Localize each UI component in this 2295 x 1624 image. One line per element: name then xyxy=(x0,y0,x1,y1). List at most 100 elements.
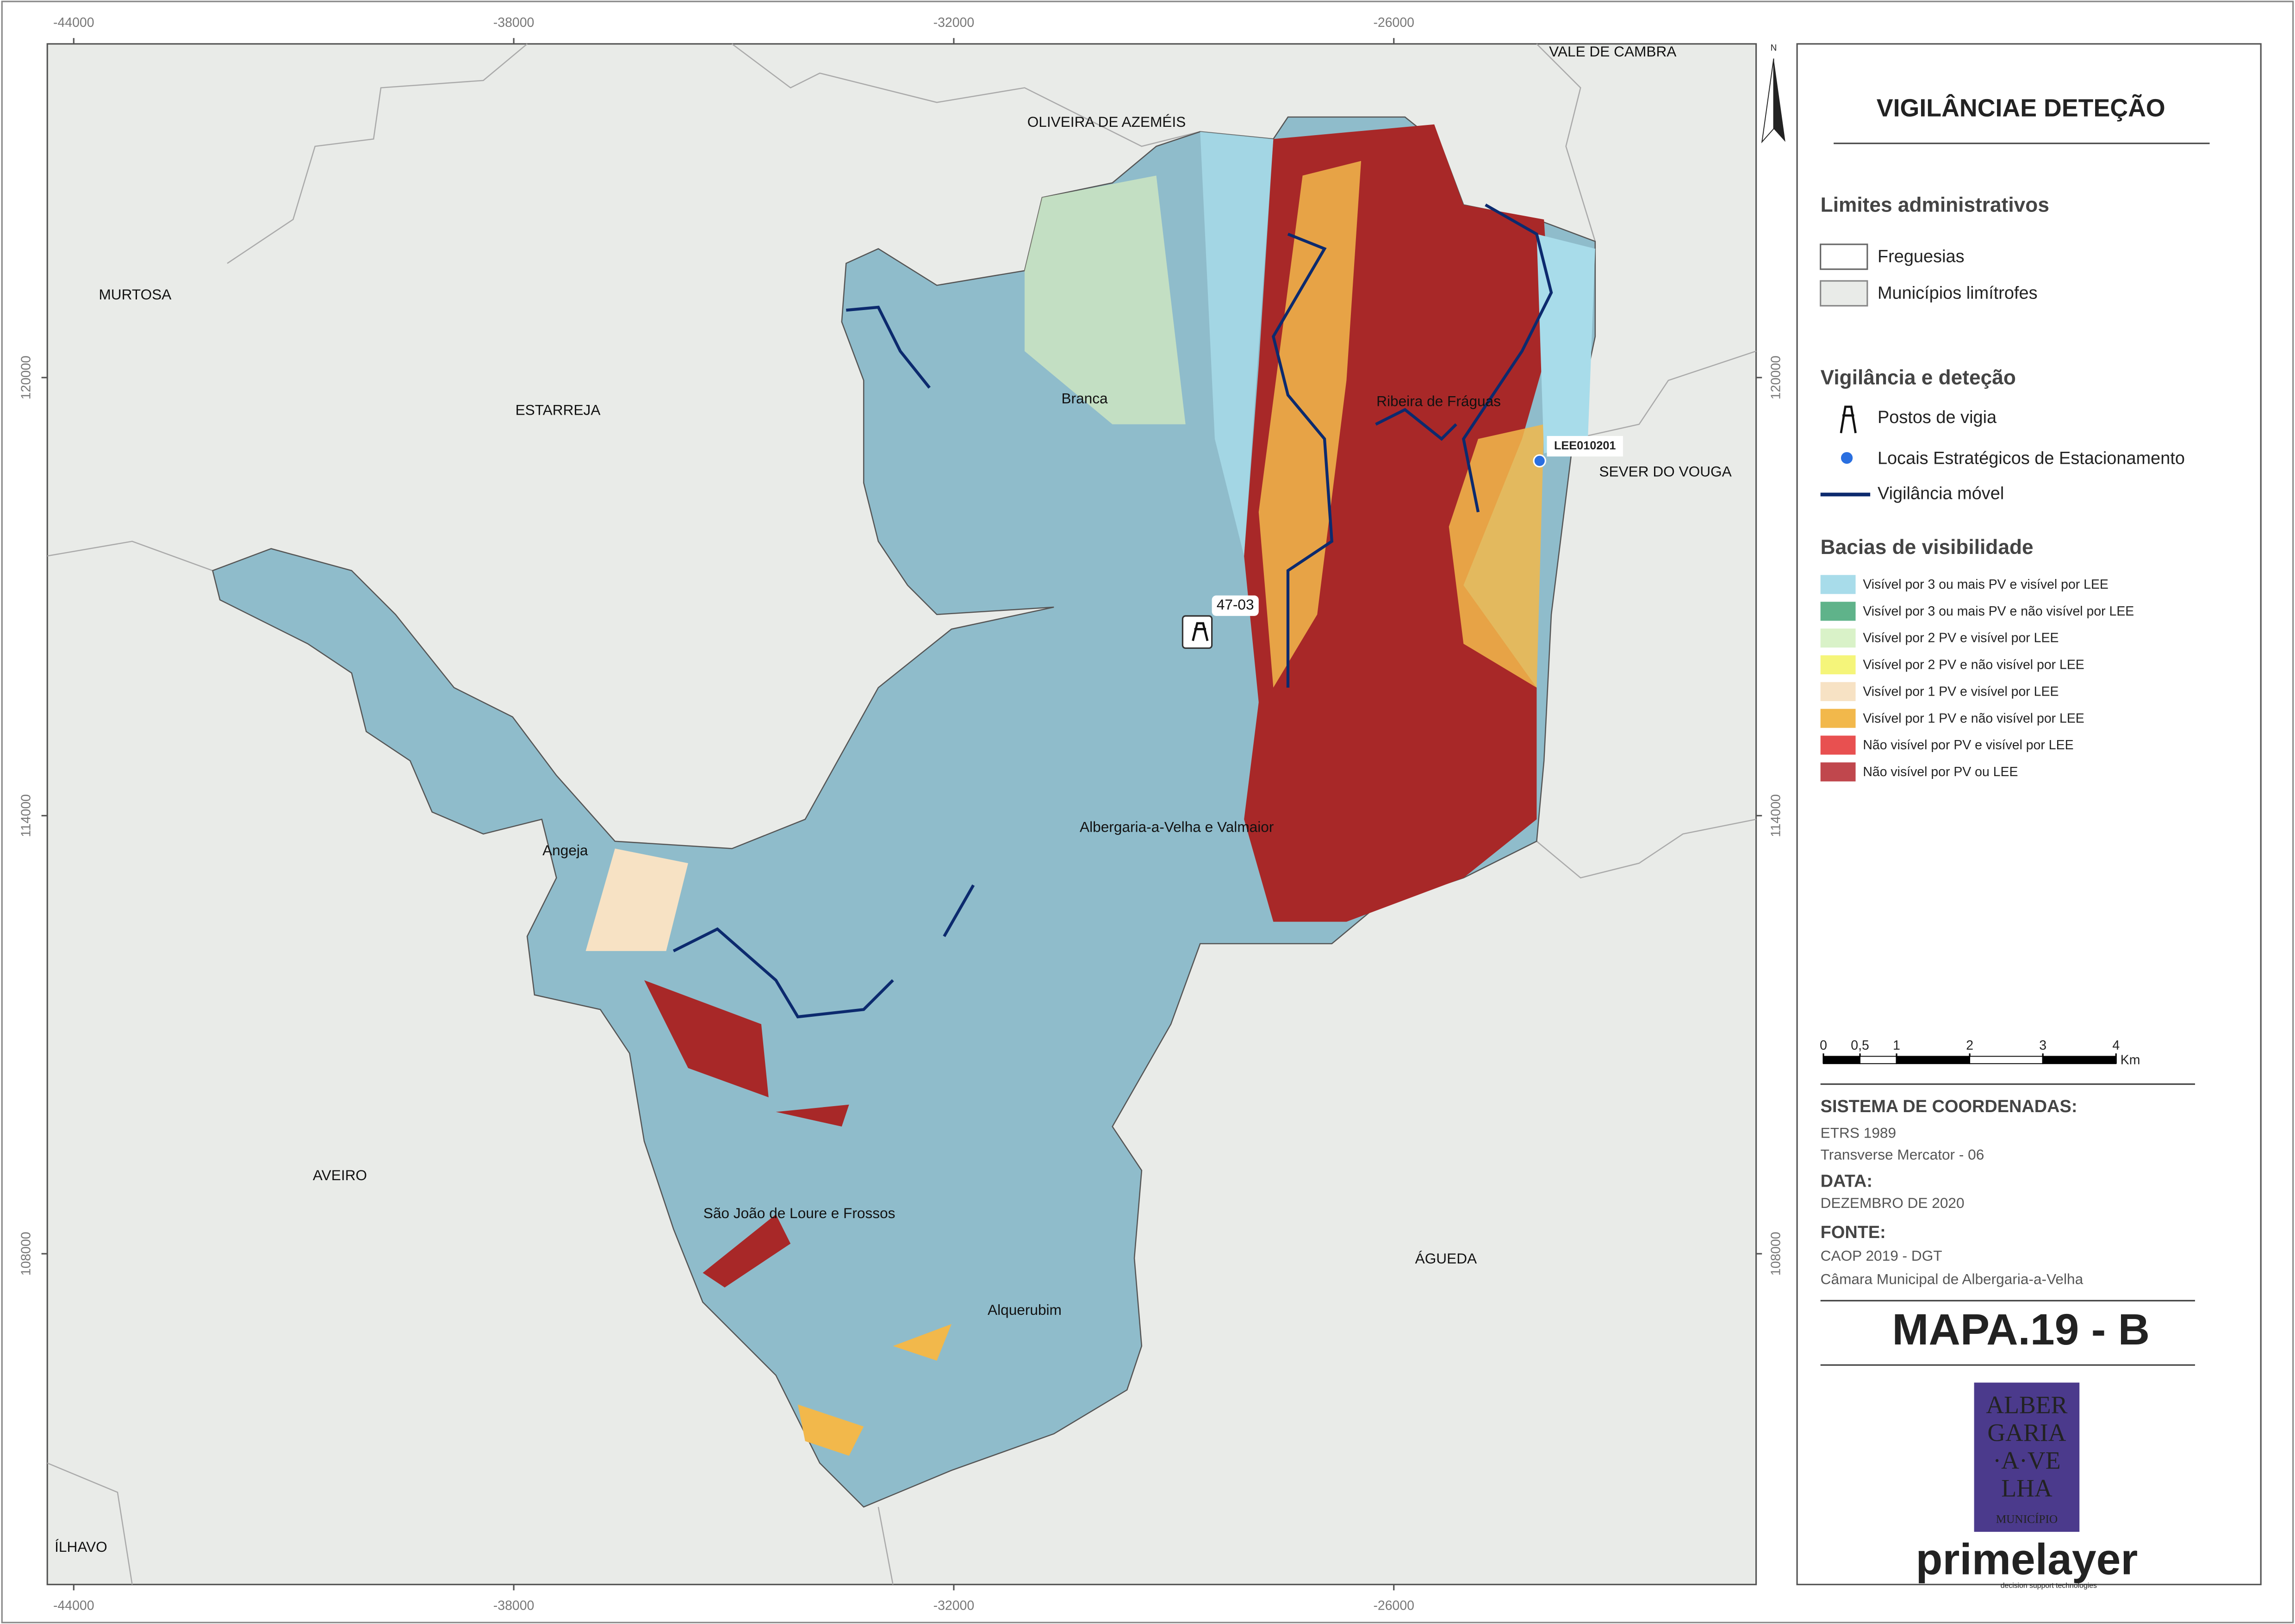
x-tick-label: -38000 xyxy=(493,15,535,30)
watch-post-symbol xyxy=(1192,622,1209,641)
route xyxy=(1271,232,1334,688)
place-label: MURTOSA xyxy=(99,286,172,303)
brand: primelayer xyxy=(1916,1535,2138,1584)
legend-item: Visível por 2 PV e não visível por LEE xyxy=(1863,658,2084,672)
legend-item: Não visível por PV ou LEE xyxy=(1863,765,2018,779)
logo-text: LHA xyxy=(2001,1475,2052,1502)
route xyxy=(846,305,931,389)
scale-label: 4 xyxy=(2112,1038,2120,1053)
visibility-zone xyxy=(585,848,688,951)
place-label: Alquerubim xyxy=(988,1301,1062,1318)
visibility-zone xyxy=(644,980,769,1097)
place-label: ÁGUEDA xyxy=(1415,1250,1477,1267)
swatch xyxy=(1820,655,1856,675)
scale-segment xyxy=(1823,1056,1860,1064)
visibility-legend: Visível por 3 ou mais PV e visível por L… xyxy=(1820,575,2134,782)
watch-post-label: 47-03 xyxy=(1217,596,1254,613)
visibility-zone xyxy=(893,1324,952,1361)
x-tick-label: -26000 xyxy=(1373,1599,1414,1613)
info-title: DATA: xyxy=(1821,1171,1872,1191)
visibility-zone xyxy=(1258,161,1362,688)
info-title: FONTE: xyxy=(1821,1223,1886,1242)
scale-segment xyxy=(2042,1056,2117,1064)
x-tick-label: -26000 xyxy=(1373,15,1414,30)
y-tick-label: 108000 xyxy=(1768,1232,1783,1276)
lee-point: LEE010201 xyxy=(1533,436,1623,468)
x-tick-label: -32000 xyxy=(933,1599,975,1613)
boundary xyxy=(1573,350,1756,440)
info-text: CAOP 2019 - DGT xyxy=(1821,1247,1942,1264)
brand-tagline: decision support technologies xyxy=(2001,1582,2097,1590)
legend-item: Visível por 3 ou mais PV e não visível p… xyxy=(1863,604,2134,619)
scale-segment xyxy=(1860,1056,1897,1064)
legend-panel: VIGILÂNCIAE DETEÇÃO Limites administrati… xyxy=(1796,43,2262,1590)
legend-item: Visível por 1 PV e não visível por LEE xyxy=(1863,711,2084,726)
x-tick-label: -44000 xyxy=(53,15,94,30)
info-title: SISTEMA DE COORDENADAS: xyxy=(1821,1097,2077,1116)
logo-text: GARIA xyxy=(1987,1419,2066,1447)
legend-item: Municípios limítrofes xyxy=(1878,283,2038,303)
label-box xyxy=(1212,595,1259,616)
section-title: Bacias de visibilidade xyxy=(1821,536,2034,559)
logo-text: ALBER xyxy=(1986,1391,2067,1419)
visibility-zone xyxy=(776,1104,849,1127)
scale-label: 0 xyxy=(1820,1038,1827,1053)
legend-item: Postos de vigia xyxy=(1878,408,1997,427)
visibility-zone xyxy=(1200,131,1274,556)
label-box xyxy=(1547,436,1623,457)
section-title: Vigilância e deteção xyxy=(1821,366,2016,389)
section-title: Limites administrativos xyxy=(1821,193,2049,216)
place-label: Branca xyxy=(1061,390,1108,406)
legend-item: Visível por 3 ou mais PV e visível por L… xyxy=(1863,577,2108,592)
scale-unit: Km xyxy=(2121,1052,2140,1067)
info-text: DEZEMBRO DE 2020 xyxy=(1821,1195,1965,1211)
watch-post-symbol xyxy=(1840,405,1857,434)
place-label: SEVER DO VOUGA xyxy=(1599,463,1732,479)
north-label: N xyxy=(1771,43,1777,53)
scale-label: 2 xyxy=(1966,1038,1973,1053)
place-label: ESTARREJA xyxy=(516,402,601,418)
scale-segment xyxy=(1969,1056,2044,1064)
swatch xyxy=(1820,709,1856,728)
boundary xyxy=(47,1462,133,1585)
boundary xyxy=(731,43,1200,147)
swatch xyxy=(1820,602,1856,621)
swatch xyxy=(1820,682,1856,701)
place-label: OLIVEIRA DE AZEMÉIS xyxy=(1027,113,1186,130)
legend-item: Vigilância móvel xyxy=(1878,484,2004,504)
logo-text: ·A·VE xyxy=(1993,1447,2060,1475)
legend-title: VIGILÂNCIAE DETEÇÃO xyxy=(1877,93,2165,122)
route xyxy=(1375,408,1457,441)
coordinate-ticks: -44000 -44000 -38000 -38000 -32000 -32000 -260… xyxy=(19,15,1783,1613)
swatch xyxy=(1820,762,1856,782)
x-tick-label: -38000 xyxy=(493,1599,535,1613)
map-frame: 47-03 LEE010201 VALE DE CAMBRA OLIVEIRA … xyxy=(46,43,1757,1586)
scale-label: 1 xyxy=(1893,1038,1900,1053)
visibility-zone xyxy=(703,1214,791,1288)
boundary xyxy=(877,1506,894,1585)
info-text: Câmara Municipal de Albergaria-a-Velha xyxy=(1821,1270,2084,1287)
place-label: VALE DE CAMBRA xyxy=(1549,43,1677,60)
swatch xyxy=(1820,575,1856,594)
route xyxy=(1462,203,1553,513)
legend-item: Não visível por PV e visível por LEE xyxy=(1863,738,2073,753)
place-label: Albergaria-a-Velha e Valmaior xyxy=(1080,819,1274,835)
legend-border xyxy=(1796,43,2262,1586)
boundary xyxy=(1536,819,1756,879)
info-text: Transverse Mercator - 06 xyxy=(1821,1146,1984,1163)
swatch xyxy=(1820,243,1868,270)
north-arrow-icon xyxy=(1761,58,1774,143)
logo-box xyxy=(1974,1382,2080,1532)
neighbor-boundaries xyxy=(47,43,1756,1585)
boundary xyxy=(47,541,213,572)
route xyxy=(943,884,975,937)
scale-label: 0,5 xyxy=(1851,1038,1869,1053)
swatch xyxy=(1820,628,1856,648)
info-text: ETRS 1989 xyxy=(1821,1124,1896,1141)
y-tick-label: 120000 xyxy=(1768,355,1783,399)
swatch xyxy=(1820,280,1868,307)
y-tick-label: 114000 xyxy=(19,794,33,837)
legend-item: Visível por 1 PV e visível por LEE xyxy=(1863,684,2059,699)
